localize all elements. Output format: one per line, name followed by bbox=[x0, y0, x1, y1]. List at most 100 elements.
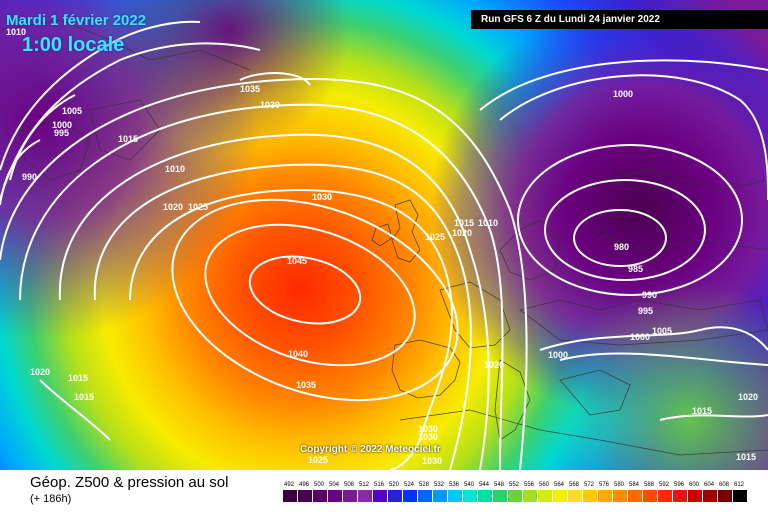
isobar-1015-sw bbox=[39, 379, 111, 441]
scale-swatch bbox=[598, 490, 612, 502]
scale-tick-label: 500 bbox=[314, 482, 325, 488]
low-center-label: 980 bbox=[614, 242, 629, 252]
scale-tick-label: 576 bbox=[599, 482, 610, 488]
isobar-label: 1020 bbox=[30, 367, 50, 377]
scale-swatch bbox=[448, 490, 462, 502]
isobar-label: 1020 bbox=[738, 392, 758, 402]
isobar-label: 1015 bbox=[736, 452, 756, 462]
isobar-1000-east bbox=[539, 326, 768, 351]
scale-tick-label: 564 bbox=[554, 482, 565, 488]
scale-swatch bbox=[358, 490, 372, 502]
scale-swatch bbox=[508, 490, 522, 502]
scale-swatch bbox=[283, 490, 297, 502]
isobars bbox=[0, 20, 768, 470]
scale-tick-label: 552 bbox=[509, 482, 520, 488]
isobar-990 bbox=[517, 144, 743, 296]
isobar-label: 1005 bbox=[652, 326, 672, 336]
isobar-label: 1030 bbox=[260, 100, 280, 110]
scale-tick-label: 588 bbox=[644, 482, 655, 488]
isobar-label: 1025 bbox=[188, 202, 208, 212]
isobar-label: 1000 bbox=[548, 350, 568, 360]
isobar-label: 1010 bbox=[478, 218, 498, 228]
scale-swatch bbox=[418, 490, 432, 502]
scale-swatch bbox=[313, 490, 327, 502]
scale-swatch bbox=[298, 490, 312, 502]
isobar-995 bbox=[9, 94, 76, 181]
isobar-label: 1030 bbox=[422, 456, 442, 466]
scale-tick-label: 548 bbox=[494, 482, 505, 488]
scale-tick-label: 568 bbox=[569, 482, 580, 488]
scale-tick-label: 604 bbox=[704, 482, 715, 488]
isobar-label: 1020 bbox=[484, 360, 504, 370]
isobar-label: 1040 bbox=[288, 349, 308, 359]
isobar-label: 1015 bbox=[118, 134, 138, 144]
isobar-1010 bbox=[0, 78, 528, 470]
geopotential-map: 1045 980 1010100510009959901035103010151… bbox=[0, 0, 768, 470]
scale-tick-label: 612 bbox=[734, 482, 745, 488]
scale-tick-label: 560 bbox=[539, 482, 550, 488]
isobar-1015 bbox=[19, 103, 504, 470]
forecast-offset: (+ 186h) bbox=[30, 493, 72, 505]
isobar-1000 bbox=[0, 20, 201, 171]
isobar-1035-north bbox=[239, 72, 311, 86]
scale-tick-label: 608 bbox=[719, 482, 730, 488]
scale-swatch bbox=[463, 490, 477, 502]
isobar-label: 1015 bbox=[692, 406, 712, 416]
scale-tick-label: 540 bbox=[464, 482, 475, 488]
scale-tick-label: 496 bbox=[299, 482, 310, 488]
isobar-label: 1015 bbox=[68, 373, 88, 383]
isobar-1045 bbox=[248, 255, 362, 325]
coastlines bbox=[0, 19, 768, 456]
scale-tick-label: 512 bbox=[359, 482, 370, 488]
scale-swatch bbox=[523, 490, 537, 502]
run-banner: Run GFS 6 Z du Lundi 24 janvier 2022 bbox=[471, 10, 768, 29]
scale-tick-label: 544 bbox=[479, 482, 490, 488]
isobar-label: 995 bbox=[638, 306, 653, 316]
isobar-label: 1030 bbox=[312, 192, 332, 202]
isobar-1020 bbox=[58, 133, 490, 470]
scale-tick-label: 536 bbox=[449, 482, 460, 488]
isobar-label: 1000 bbox=[52, 120, 72, 130]
isobar-990 bbox=[0, 139, 41, 206]
isobar-985 bbox=[544, 179, 706, 281]
scale-swatch bbox=[433, 490, 447, 502]
scale-tick-label: 492 bbox=[284, 482, 295, 488]
scale-swatch bbox=[718, 490, 732, 502]
scale-tick-label: 592 bbox=[659, 482, 670, 488]
isobar-label: 1000 bbox=[630, 332, 650, 342]
isobar-1040 bbox=[204, 223, 416, 367]
scale-tick-label: 600 bbox=[689, 482, 700, 488]
isobar-label: 995 bbox=[54, 128, 69, 138]
isobar-label: 1025 bbox=[425, 232, 445, 242]
scale-tick-label: 572 bbox=[584, 482, 595, 488]
scale-swatch bbox=[538, 490, 552, 502]
scale-swatch bbox=[613, 490, 627, 502]
isobar-label: 1030 bbox=[418, 424, 438, 434]
isobar-label: 1025 bbox=[308, 455, 328, 465]
scale-tick-label: 584 bbox=[629, 482, 640, 488]
isobar-label: 1035 bbox=[240, 84, 260, 94]
scale-swatch bbox=[628, 490, 642, 502]
isobar-label: 1015 bbox=[454, 218, 474, 228]
scale-tick-label: 532 bbox=[434, 482, 445, 488]
scale-swatch bbox=[583, 490, 597, 502]
isobar-label: 990 bbox=[22, 172, 37, 182]
isobar-1025 bbox=[93, 163, 472, 470]
scale-swatch bbox=[568, 490, 582, 502]
scale-swatch bbox=[478, 490, 492, 502]
isobar-label: 1010 bbox=[6, 27, 26, 37]
isobar-1000-ne bbox=[479, 59, 768, 111]
scale-tick-label: 516 bbox=[374, 482, 385, 488]
isobar-label: 1000 bbox=[613, 89, 633, 99]
scale-tick-label: 508 bbox=[344, 482, 355, 488]
isobar-label: 1005 bbox=[62, 106, 82, 116]
scale-swatch bbox=[403, 490, 417, 502]
color-scale: 492 496 500 504 508 512 516 520 524 528 532 536 540 5… bbox=[283, 482, 747, 502]
isobar-label: 1020 bbox=[163, 202, 183, 212]
scale-swatch bbox=[703, 490, 717, 502]
isobar-label: 1010 bbox=[165, 164, 185, 174]
scale-tick-label: 524 bbox=[404, 482, 415, 488]
scale-tick-label: 528 bbox=[419, 482, 430, 488]
